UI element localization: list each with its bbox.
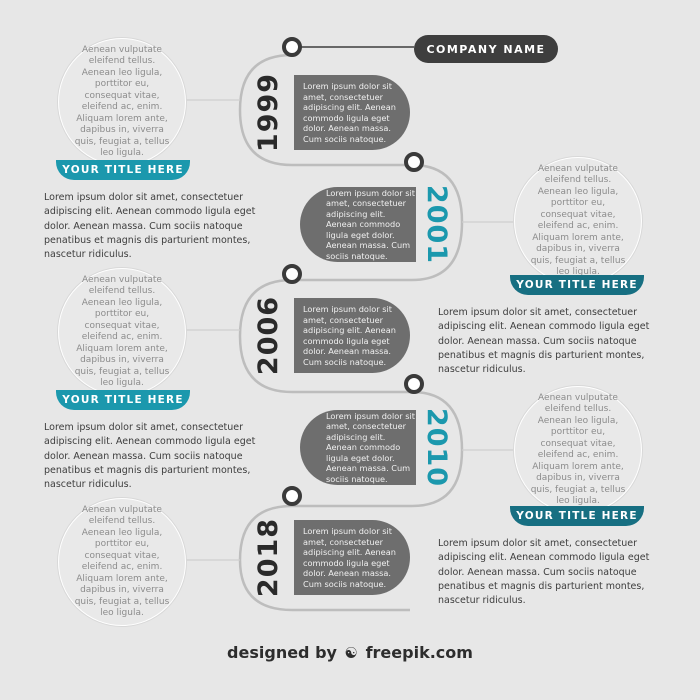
timeline-node-2 bbox=[404, 152, 424, 172]
milestone-pill-2006: Lorem ipsum dolor sit amet, consectetuer… bbox=[294, 298, 410, 373]
paragraph-3: Lorem ipsum dolor sit amet, consectetuer… bbox=[44, 422, 256, 491]
milestone-pill-2010: Lorem ipsum dolor sit amet, consectetuer… bbox=[300, 410, 416, 485]
milestone-pill-2001: Lorem ipsum dolor sit amet, consectetuer… bbox=[300, 187, 416, 262]
year-label-2010: 2010 bbox=[421, 407, 453, 488]
footer-prefix: designed by bbox=[227, 643, 337, 662]
timeline-node-3 bbox=[282, 264, 302, 284]
circle-text: Aenean vulputate eleifend tellus. Aenean… bbox=[530, 392, 626, 507]
year-label-1999: 1999 bbox=[253, 72, 285, 153]
pill-text: Lorem ipsum dolor sit amet, consectetuer… bbox=[303, 304, 396, 367]
pill-text: Lorem ipsum dolor sit amet, consectetuer… bbox=[326, 410, 415, 484]
year-label-2018: 2018 bbox=[253, 517, 285, 598]
year-label-2001: 2001 bbox=[421, 184, 453, 265]
info-circle-3: Aenean vulputate eleifend tellus. Aenean… bbox=[58, 268, 186, 396]
paragraph-2: Lorem ipsum dolor sit amet, consectetuer… bbox=[438, 307, 650, 376]
year-label-2006-wrap: 2006 bbox=[246, 295, 292, 376]
milestone-pill-1999: Lorem ipsum dolor sit amet, consectetuer… bbox=[294, 75, 410, 150]
pill-text: Lorem ipsum dolor sit amet, consectetuer… bbox=[303, 526, 396, 589]
circle-text: Aenean vulputate eleifend tellus. Aenean… bbox=[74, 274, 170, 389]
title-ribbon-1: YOUR TITLE HERE bbox=[56, 160, 190, 180]
footer-brand: freepik.com bbox=[365, 643, 473, 662]
freepik-logo-icon: ☯ bbox=[344, 644, 358, 662]
title-ribbon-3: YOUR TITLE HERE bbox=[56, 390, 190, 410]
paragraph-4: Lorem ipsum dolor sit amet, consectetuer… bbox=[438, 538, 650, 607]
company-name-badge: COMPANY NAME bbox=[414, 35, 558, 63]
pill-text: Lorem ipsum dolor sit amet, consectetuer… bbox=[303, 81, 396, 144]
timeline-node-4 bbox=[404, 374, 424, 394]
year-label-2010-wrap: 2010 bbox=[414, 407, 460, 488]
paragraph-1: Lorem ipsum dolor sit amet, consectetuer… bbox=[44, 192, 256, 261]
circle-text: Aenean vulputate eleifend tellus. Aenean… bbox=[74, 504, 170, 619]
year-label-1999-wrap: 1999 bbox=[246, 72, 292, 153]
year-label-2006: 2006 bbox=[253, 295, 285, 376]
footer-credit: designed by ☯ freepik.com bbox=[0, 643, 700, 662]
info-circle-5: Aenean vulputate eleifend tellus. Aenean… bbox=[58, 498, 186, 626]
timeline-node-5 bbox=[282, 486, 302, 506]
pill-text: Lorem ipsum dolor sit amet, consectetuer… bbox=[326, 187, 415, 261]
circle-text: Aenean vulputate eleifend tellus. Aenean… bbox=[74, 44, 170, 159]
title-ribbon-2: YOUR TITLE HERE bbox=[510, 275, 644, 295]
info-circle-2: Aenean vulputate eleifend tellus. Aenean… bbox=[514, 157, 642, 285]
info-circle-4: Aenean vulputate eleifend tellus. Aenean… bbox=[514, 386, 642, 514]
timeline-node-1 bbox=[282, 37, 302, 57]
year-label-2018-wrap: 2018 bbox=[246, 517, 292, 598]
milestone-pill-2018: Lorem ipsum dolor sit amet, consectetuer… bbox=[294, 520, 410, 595]
circle-text: Aenean vulputate eleifend tellus. Aenean… bbox=[530, 163, 626, 278]
year-label-2001-wrap: 2001 bbox=[414, 184, 460, 265]
info-circle-1: Aenean vulputate eleifend tellus. Aenean… bbox=[58, 38, 186, 166]
title-ribbon-4: YOUR TITLE HERE bbox=[510, 506, 644, 526]
